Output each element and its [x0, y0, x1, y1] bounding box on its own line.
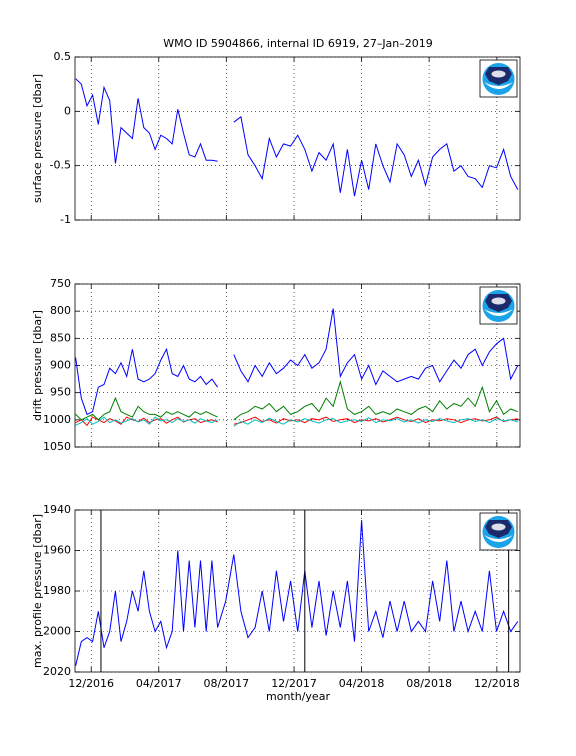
y-tick-label: 800 [50, 304, 71, 317]
y-tick-label: 0.5 [54, 50, 72, 63]
logo-bird [484, 82, 513, 89]
y-tick-label: 750 [50, 277, 71, 290]
y-tick-label: 1000 [43, 413, 71, 426]
x-tick-label: 08/2018 [406, 677, 452, 690]
data-line [75, 416, 518, 427]
y-tick-label: 2000 [43, 625, 71, 638]
y-tick-label: 1980 [43, 584, 71, 597]
plot-area [75, 510, 520, 672]
y-tick-label: 2020 [43, 665, 71, 678]
x-tick-label: 08/2017 [203, 677, 249, 690]
logo-text-plate [491, 297, 506, 305]
logo-bird [484, 309, 513, 316]
y-axis-label: max. profile pressure [dbar] [31, 514, 44, 668]
noaa-logo [479, 59, 518, 98]
y-tick-label: 0 [64, 104, 71, 117]
axes-frame [74, 56, 521, 221]
x-tick-label: 12/2016 [68, 677, 114, 690]
y-tick-label: 1960 [43, 544, 71, 557]
y-axis-label: surface pressure [dbar] [31, 74, 44, 203]
plot-area [75, 57, 520, 220]
logo-text-plate [491, 70, 506, 78]
y-tick-label: -0.5 [50, 159, 71, 172]
x-tick-label: 04/2018 [339, 677, 385, 690]
axes-frame [74, 283, 521, 448]
axes-frame [74, 509, 521, 673]
x-tick-label: 04/2017 [136, 677, 182, 690]
noaa-logo [479, 512, 518, 551]
data-line [75, 520, 519, 667]
y-axis-label: drift pressure [dbar] [31, 310, 44, 421]
noaa-logo [479, 286, 518, 325]
x-tick-label: 12/2017 [271, 677, 317, 690]
x-axis-label: month/year [266, 690, 330, 703]
y-tick-label: 1940 [43, 503, 71, 516]
y-tick-label: -1 [60, 213, 71, 226]
chart-title: WMO ID 5904866, internal ID 6919, 27–Jan… [163, 37, 433, 50]
data-line [75, 78, 519, 197]
y-tick-label: 950 [50, 386, 71, 399]
y-tick-label: 850 [50, 331, 71, 344]
data-line [75, 379, 518, 421]
logo-bird [484, 535, 513, 542]
y-tick-label: 900 [50, 359, 71, 372]
data-line [75, 308, 519, 416]
logo-text-plate [491, 523, 506, 531]
x-tick-label: 12/2018 [474, 677, 520, 690]
y-tick-label: 1050 [43, 440, 71, 453]
